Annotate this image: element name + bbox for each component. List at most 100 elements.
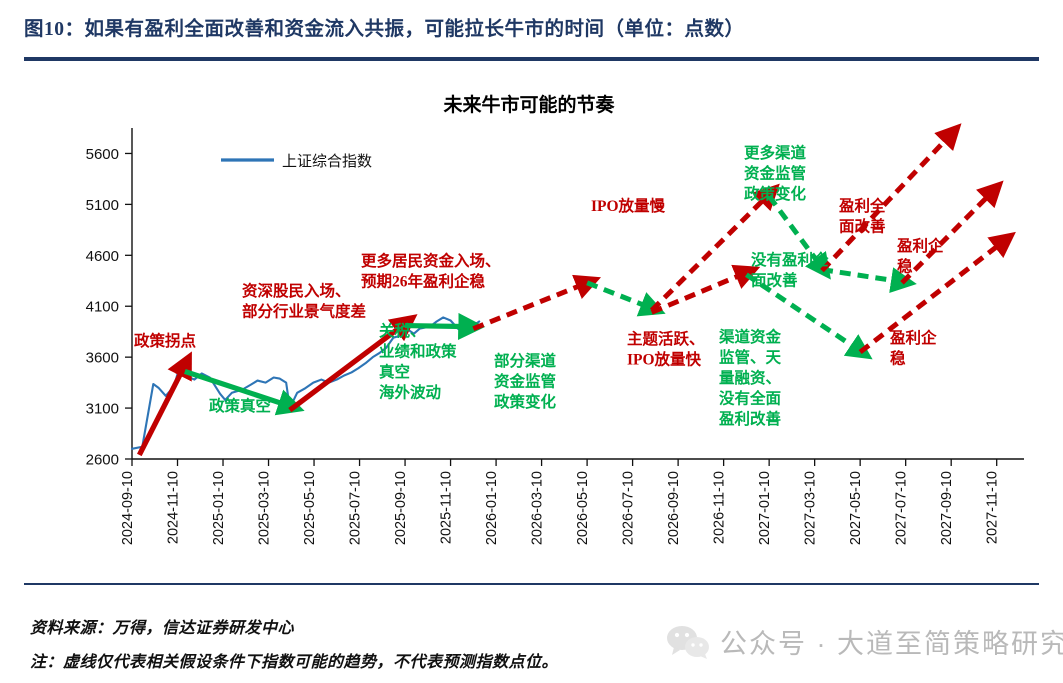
y-tick-label: 2600 [86, 452, 119, 469]
annotation-theme-active-ipo-fast: 主题活跃、 IPO放量快 [627, 329, 705, 369]
annotation-theme-active-ipo-fast-line: IPO放量快 [627, 350, 702, 369]
annotation-theme-active-ipo-fast-line: 主题活跃、 [627, 329, 705, 348]
policy-vacuum-arrow [184, 368, 305, 416]
x-tick-label: 2027-07-10 [894, 471, 910, 545]
annotation-profit-stabilize-lower: 盈利企稳 [889, 328, 937, 368]
x-tick-label: 2024-11-10 [166, 471, 182, 544]
wechat-icon [666, 625, 710, 659]
y-tick-label: 4600 [86, 248, 119, 265]
y-tick-label: 3600 [86, 350, 119, 367]
watermark: 公众号 · 大道至简策略研究 [666, 622, 1063, 661]
veteran-investors-arrow [288, 314, 418, 413]
x-tick-label: 2024-09-10 [120, 471, 136, 545]
annotation-more-household-funds-line: 预期26年盈利企稳 [361, 272, 486, 291]
watermark-text: 公众号 · 大道至简策略研究 [720, 629, 1063, 659]
x-tick-label: 2025-05-10 [302, 471, 318, 545]
x-tick-label: 2026-03-10 [530, 471, 546, 545]
no-full-profit-improve-upper-arrow [821, 267, 917, 293]
x-tick-label: 2025-03-10 [257, 471, 273, 545]
chart-legend: 上证综合指数 [221, 153, 372, 170]
header-divider [24, 57, 1039, 61]
more-household-funds-arrow [472, 274, 602, 331]
annotation-no-full-profit-improvement-line: 面改善 [751, 271, 798, 290]
x-tick-label: 2027-01-10 [757, 471, 773, 545]
annotation-channel-supervision-huge-financing-line: 渠道资金 [719, 327, 782, 346]
annotation-policy-turning-point-line: 政策拐点 [134, 331, 197, 350]
note-line: 注：虚线仅代表相关假设条件下指数可能的趋势，不代表预测指数点位。 [30, 654, 559, 671]
annotation-no-full-profit-improvement-line: 没有盈利全 [751, 250, 829, 269]
annotation-tariff-vacuum-line: 海外波动 [379, 383, 441, 402]
annotation-more-channel-supervision-line: 政策变化 [744, 184, 807, 203]
annotation-profit-stabilize-upper-line: 稳 [897, 257, 913, 276]
more-channel-supervision-arrow [767, 194, 831, 280]
annotation-channel-supervision-huge-financing-line: 监管、天 [719, 348, 782, 367]
x-tick-label: 2026-09-10 [666, 471, 682, 545]
theme-active-ipo-fast-arrow [650, 264, 761, 315]
x-tick-label: 2027-11-10 [985, 471, 1001, 544]
x-tick-label: 2025-09-10 [393, 471, 409, 545]
y-tick-label: 5100 [86, 197, 119, 214]
profit-stabilize-lower-arrow [858, 231, 1016, 355]
annotation-more-household-funds-line: 更多居民资金入场、 [361, 251, 501, 270]
x-tick-label: 2026-01-10 [484, 471, 500, 545]
x-tick-group: 2024-09-10 2024-11-10 2025-01-10 2025-03-10… [120, 459, 1001, 545]
profit-stabilize-upper-arrow [900, 180, 1004, 285]
y-tick-label: 3100 [86, 401, 119, 418]
x-tick-label: 2027-03-10 [803, 471, 819, 545]
y-tick-label: 5600 [86, 146, 119, 163]
x-tick-label: 2026-07-10 [621, 471, 637, 545]
legend-label: 上证综合指数 [282, 153, 372, 170]
annotation-channel-supervision-huge-financing-line: 没有全面 [719, 389, 781, 408]
y-tick-label: 4100 [86, 299, 119, 316]
annotation-more-channel-supervision-line: 资金监管 [744, 164, 806, 183]
annotation-profit-stabilize-upper-line: 盈利企 [896, 236, 944, 255]
chart-area: 未来牛市可能的节奏 2600 3100 3600 4100 4600 5100 5600 2… [24, 66, 1039, 576]
x-tick-label: 2026-05-10 [575, 471, 591, 545]
annotation-partial-channel-supervision-line: 资金监管 [494, 372, 556, 391]
x-tick-label: 2025-11-10 [439, 471, 455, 544]
full-profit-improvement-arrow [820, 123, 962, 273]
x-tick-label: 2026-11-10 [712, 471, 728, 544]
annotation-channel-supervision-huge-financing-line: 量融资、 [719, 368, 781, 387]
trend-arrow-group [137, 123, 1016, 457]
annotation-full-profit-improvement-line: 盈利全 [838, 196, 886, 215]
bull-market-rhythm-chart: 未来牛市可能的节奏 2600 3100 3600 4100 4600 5100 5600 2… [86, 93, 1024, 545]
annotation-partial-channel-supervision-line: 部分渠道 [494, 351, 557, 370]
annotation-tariff-vacuum-line: 关税、 [379, 321, 426, 340]
annotation-channel-supervision-huge-financing-line: 盈利改善 [718, 409, 782, 428]
annotation-veteran-investors-line: 资深股民入场、 [242, 281, 351, 300]
annotation-policy-vacuum-line: 政策真空 [209, 396, 271, 415]
annotation-veteran-investors: 资深股民入场、部分行业景气度差 [242, 281, 366, 321]
annotation-full-profit-improvement: 盈利全面改善 [838, 196, 886, 236]
annotation-ipo-slow: IPO放量慢 [591, 196, 666, 215]
tariff-vacuum-arrow [405, 312, 486, 340]
no-full-profit-improve-lower-arrow [744, 272, 873, 360]
figure-title: 图10：如果有盈利全面改善和资金流入共振，可能拉长牛市的时间（单位：点数） [24, 19, 745, 40]
channel-fund-supervision-arrow [586, 280, 666, 317]
ipo-slow-arrow [649, 183, 780, 313]
annotation-profit-stabilize-upper: 盈利企稳 [896, 236, 944, 276]
annotation-more-channel-supervision-line: 更多渠道 [744, 143, 807, 162]
x-tick-label: 2027-09-10 [939, 471, 955, 545]
source-line: 资料来源：万得，信达证券研发中心 [30, 620, 295, 637]
x-tick-label: 2025-01-10 [211, 471, 227, 545]
annotation-profit-stabilize-lower-line: 稳 [890, 349, 906, 368]
figure-header: 图10：如果有盈利全面改善和资金流入共振，可能拉长牛市的时间（单位：点数） [24, 12, 1039, 41]
annotation-policy-turning-point: 政策拐点 [134, 331, 197, 350]
annotation-partial-channel-supervision-line: 政策变化 [494, 392, 557, 411]
annotation-tariff-vacuum-line: 业绩和政策 [379, 342, 457, 361]
x-tick-label: 2027-05-10 [848, 471, 864, 545]
annotation-group: 政策拐点政策真空资深股民入场、部分行业景气度差更多居民资金入场、预期26年盈利企… [134, 143, 944, 428]
annotation-veteran-investors-line: 部分行业景气度差 [242, 302, 366, 321]
annotation-full-profit-improvement-line: 面改善 [839, 217, 886, 236]
policy-turning-point-arrow [137, 351, 192, 457]
footer-divider [24, 583, 1039, 585]
y-tick-group: 2600 3100 3600 4100 4600 5100 5600 [86, 146, 132, 469]
annotation-more-household-funds: 更多居民资金入场、预期26年盈利企稳 [361, 251, 501, 291]
